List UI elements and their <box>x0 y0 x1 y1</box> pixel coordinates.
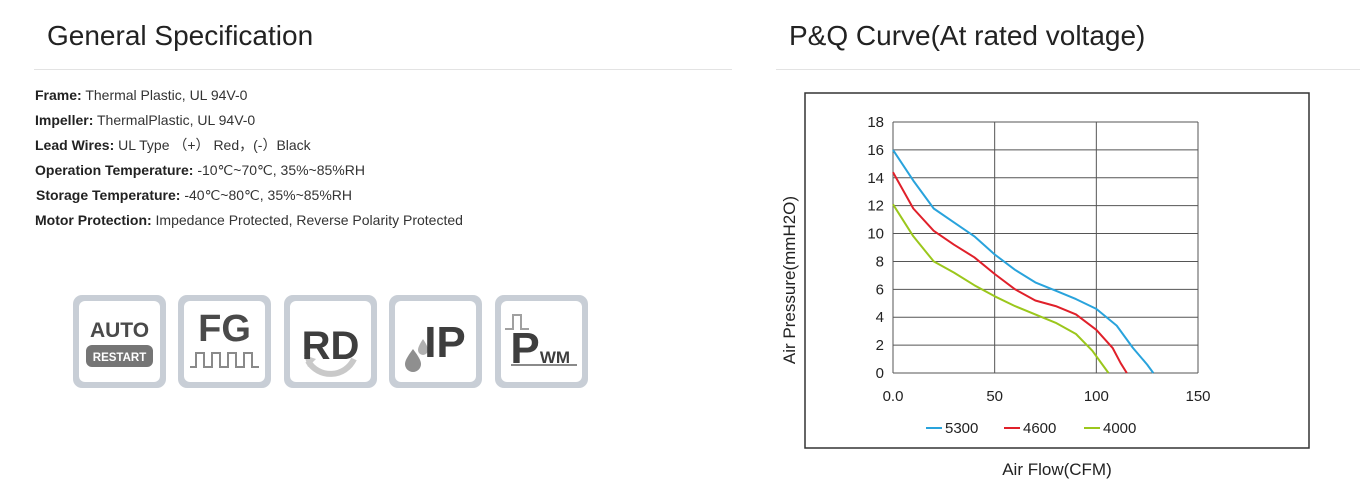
legend-label: 4600 <box>1023 420 1056 437</box>
series-line-4600 <box>892 171 1128 374</box>
y-tick-label: 0 <box>876 365 884 382</box>
spec-operation-temperature: Operation Temperature: -10℃~70℃, 35%~85%… <box>35 160 715 185</box>
y-tick-label: 12 <box>867 198 884 215</box>
y-axis-label: Air Pressure(mmH2O) <box>780 196 799 364</box>
left-title-divider <box>34 69 732 70</box>
x-tick-label: 50 <box>986 388 1003 405</box>
fg-signal-icon: FG <box>178 295 271 388</box>
pwm-wm-label: WM <box>540 348 570 367</box>
series-line-5300 <box>892 149 1155 374</box>
spec-motor-protection: Motor Protection: Impedance Protected, R… <box>35 210 715 235</box>
y-tick-label: 10 <box>867 226 884 243</box>
pwm-icon: P WM <box>495 295 588 388</box>
spec-value: Impedance Protected, Reverse Polarity Pr… <box>151 212 463 228</box>
spec-label: Operation Temperature: <box>35 162 194 178</box>
spec-label: Storage Temperature: <box>36 187 181 203</box>
ip-protection-icon: IP <box>389 295 482 388</box>
rd-label: RD <box>302 324 360 368</box>
spec-value: UL Type （+） Red，(-）Black <box>114 137 311 153</box>
y-tick-label: 14 <box>867 170 884 187</box>
y-tick-label: 6 <box>876 281 884 298</box>
spec-value: -40℃~80℃, 35%~85%RH <box>180 187 352 203</box>
right-title-divider <box>776 69 1360 70</box>
spec-label: Impeller: <box>35 112 94 128</box>
auto-label: AUTO <box>90 319 149 342</box>
spec-value: -10℃~70℃, 35%~85%RH <box>193 162 365 178</box>
y-tick-label: 2 <box>876 337 884 354</box>
y-tick-label: 18 <box>867 114 884 131</box>
chart-frame <box>804 92 1310 449</box>
x-axis-label: Air Flow(CFM) <box>1002 460 1112 479</box>
spec-list: Frame: Thermal Plastic, UL 94V-0 Impelle… <box>35 85 715 235</box>
restart-label: RESTART <box>93 352 146 364</box>
feature-badges: AUTO RESTART FG RD <box>73 295 593 388</box>
spec-impeller: Impeller: ThermalPlastic, UL 94V-0 <box>35 110 715 135</box>
spec-frame: Frame: Thermal Plastic, UL 94V-0 <box>35 85 715 110</box>
pq-curve-chart: 0 2 4 6 8 10 12 14 16 18 0.0 50 100 150 5300 4600 4000 … <box>776 90 1360 490</box>
rd-rotation-detect-icon: RD <box>284 295 377 388</box>
spec-label: Frame: <box>35 87 82 103</box>
x-tick-label: 100 <box>1084 388 1109 405</box>
x-tick-label: 0.0 <box>883 388 904 405</box>
pq-curve-title: P&Q Curve(At rated voltage) <box>789 20 1146 51</box>
series-line-4000 <box>892 203 1110 374</box>
ip-label: IP <box>424 318 466 367</box>
spec-value: Thermal Plastic, UL 94V-0 <box>81 87 248 103</box>
auto-restart-icon: AUTO RESTART <box>73 295 166 388</box>
y-tick-label: 4 <box>876 309 884 326</box>
spec-label: Lead Wires: <box>35 137 115 153</box>
legend-label: 5300 <box>945 420 978 437</box>
y-tick-label: 8 <box>876 253 884 270</box>
spec-storage-temperature: Storage Temperature: -40℃~80℃, 35%~85%RH <box>35 185 715 210</box>
general-spec-title: General Specification <box>47 20 314 51</box>
fg-label: FG <box>198 308 251 350</box>
y-tick-label: 16 <box>867 142 884 159</box>
spec-lead-wires: Lead Wires: UL Type （+） Red，(-）Black <box>35 135 715 160</box>
spec-label: Motor Protection: <box>35 212 152 228</box>
spec-value: ThermalPlastic, UL 94V-0 <box>93 112 256 128</box>
x-tick-label: 150 <box>1185 388 1210 405</box>
legend-label: 4000 <box>1103 420 1136 437</box>
